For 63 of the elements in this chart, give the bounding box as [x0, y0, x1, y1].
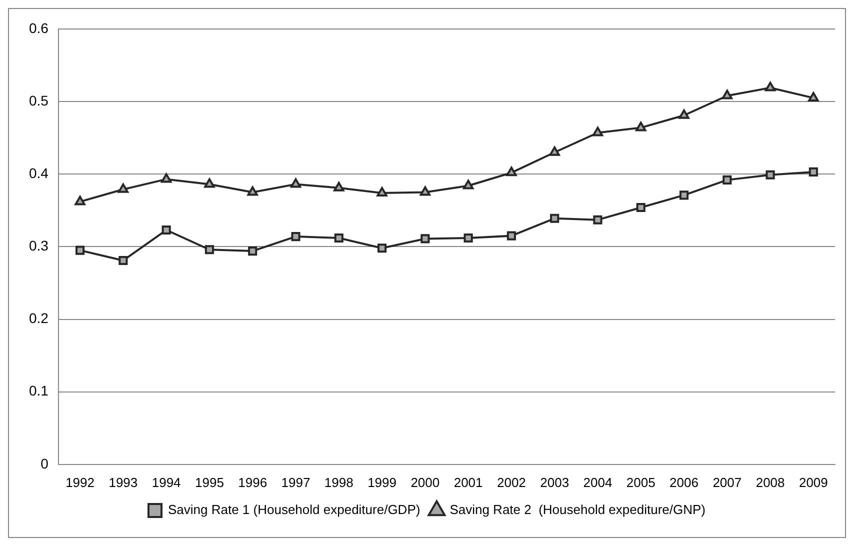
legend-label: Saving Rate 2 (Household expediture/GNP) [450, 502, 706, 518]
point [334, 182, 344, 192]
y-tick-label: 0 [40, 455, 49, 472]
x-tick-label: 2007 [712, 474, 742, 490]
y-tick-label: 0.1 [28, 382, 49, 399]
point [160, 173, 172, 183]
point [636, 202, 646, 212]
x-tick-label: 2001 [454, 474, 483, 490]
legend-label: Saving Rate 1 (Household expediture/GDP) [168, 502, 420, 518]
x-tick-label: 1997 [281, 474, 310, 490]
point [549, 146, 560, 156]
x-tick-label: 2003 [540, 474, 570, 490]
point [204, 178, 215, 188]
point [162, 225, 171, 235]
y-tick-label: 0.5 [28, 92, 49, 108]
point [808, 167, 818, 176]
point [376, 187, 388, 196]
x-tick-label: 1992 [66, 474, 94, 490]
point [464, 233, 473, 243]
point [377, 244, 387, 253]
point [766, 170, 775, 180]
point [593, 215, 602, 224]
point [118, 256, 128, 266]
point [290, 178, 302, 188]
point [74, 196, 86, 206]
point [722, 90, 732, 100]
point [592, 126, 604, 136]
x-tick-label: 1996 [238, 474, 268, 490]
x-tick-label: 1993 [108, 474, 138, 490]
point [420, 234, 430, 244]
point [550, 214, 560, 223]
x-tick-label: 1994 [152, 474, 181, 490]
y-tick-label: 0.2 [28, 310, 49, 326]
point [75, 246, 85, 255]
point [291, 232, 300, 242]
y-tick-label: 0.6 [28, 20, 49, 36]
x-tick-label: 2005 [626, 474, 656, 490]
x-tick-label: 2006 [670, 474, 698, 490]
point [248, 246, 258, 256]
point [247, 186, 258, 196]
point [420, 186, 430, 196]
point [506, 166, 517, 176]
point [764, 82, 776, 92]
point [334, 233, 344, 243]
point [462, 180, 474, 190]
point [506, 231, 516, 240]
x-tick-label: 2000 [410, 474, 440, 490]
x-tick-label: 2009 [798, 474, 828, 490]
y-tick-label: 0.4 [28, 164, 49, 181]
point [118, 183, 129, 193]
point [722, 175, 732, 184]
x-tick-label: 1999 [368, 474, 396, 490]
x-tick-label: 1995 [194, 474, 224, 490]
point [678, 109, 690, 119]
point [679, 190, 689, 200]
x-tick-label: 2004 [583, 474, 612, 490]
x-tick-label: 2002 [496, 474, 526, 490]
point [204, 245, 214, 254]
point [808, 92, 819, 102]
x-tick-label: 1998 [324, 474, 354, 490]
point [636, 122, 646, 132]
y-tick-label: 0.3 [28, 238, 49, 254]
x-tick-label: 2008 [756, 474, 785, 490]
